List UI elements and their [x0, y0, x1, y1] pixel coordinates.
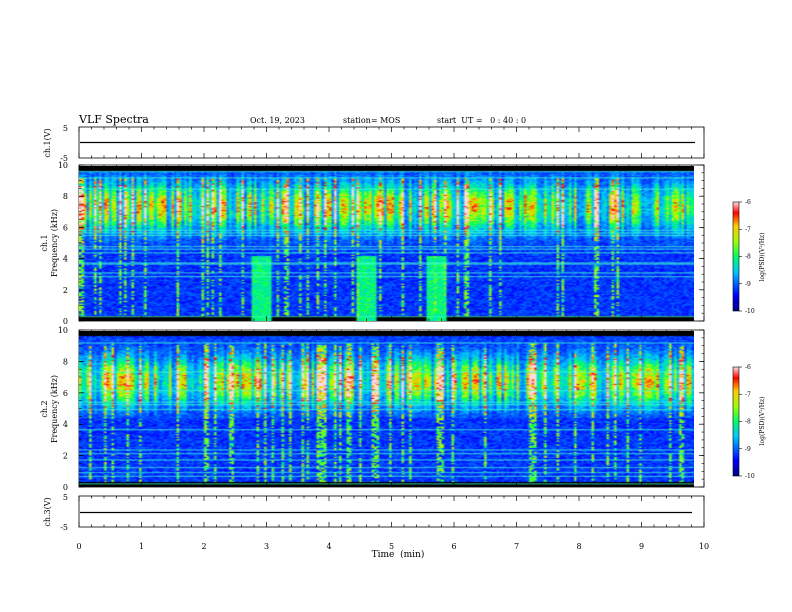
- frequency-tick-label: 2: [63, 286, 68, 295]
- time-tick-label: 0: [76, 542, 81, 551]
- colorbar-tick-label: -8: [745, 419, 751, 426]
- frequency-tick-label: 0: [63, 317, 68, 326]
- ch2-colorbar-ticks: -6 -7 -8 -9 -10: [739, 364, 755, 480]
- ch1-waveform-ticks: [78, 127, 705, 158]
- ch2-spectrogram-yticks: 0 2 4 6 8 10: [58, 326, 704, 492]
- start-ut-label: start UT = 0 : 40 : 0: [437, 116, 526, 125]
- frequency-tick-label: 10: [58, 326, 68, 335]
- frequency-tick-label: 4: [63, 420, 68, 429]
- time-tick-label: 6: [451, 542, 456, 551]
- frequency-tick-label: 0: [63, 483, 68, 492]
- ch1-spectrogram-yticks: 0 2 4 6 8 10: [58, 161, 704, 326]
- ch1-spectrogram-ticks: [78, 165, 705, 321]
- ch2-spectrogram-panel: 0 2 4 6 8 10 ch.2 Frequency (kHz): [40, 326, 705, 492]
- ch3-waveform-panel: 5 -5 ch.3(V) 0 1 2 3 4 5 6 7 8 9 10 Time (min): [43, 493, 709, 560]
- time-tick-label: 7: [514, 542, 519, 551]
- time-axis-ticklabels: 0 1 2 3 4 5 6 7 8 9 10: [76, 542, 709, 551]
- frequency-tick-label: 10: [58, 161, 68, 170]
- colorbar-tick-label: -9: [745, 281, 751, 288]
- colorbar-tick-label: -7: [745, 226, 751, 233]
- ch2-spectrogram-ticks: [78, 330, 705, 487]
- ch1-colorbar: -6 -7 -8 -9 -10 log(PSD)(V²/Hz): [732, 199, 766, 315]
- frequency-tick-label: 8: [63, 357, 68, 366]
- ch2-spectrogram-image: [79, 331, 694, 487]
- ch1-ytick-top: 5: [63, 124, 68, 133]
- time-axis-label: Time (min): [372, 549, 425, 560]
- time-tick-label: 1: [139, 542, 144, 551]
- ch1-ytick-bottom: -5: [60, 154, 68, 163]
- time-tick-label: 5: [389, 542, 394, 551]
- ch1-waveform-panel: 5 -5 ch.1(V): [43, 124, 705, 163]
- frequency-tick-label: 6: [63, 389, 68, 398]
- colorbar-tick-label: -10: [745, 473, 755, 480]
- ch1-spectrogram-panel: 0 2 4 6 8 10 ch.1 Frequency (kHz): [40, 161, 705, 326]
- date-label: Oct. 19, 2023: [250, 116, 305, 125]
- frequency-tick-label: 6: [63, 223, 68, 232]
- colorbar-tick-label: -6: [745, 199, 751, 206]
- ch1-colorbar-label: log(PSD)(V²/Hz): [759, 233, 766, 282]
- ch2-colorbar: -6 -7 -8 -9 -10 log(PSD)(V²/Hz): [732, 364, 766, 480]
- ch2-spectrogram-ylabel: Frequency (kHz): [50, 375, 59, 443]
- station-label: station= MOS: [343, 116, 400, 125]
- ch2-colorbar-label: log(PSD)(V²/Hz): [759, 397, 766, 446]
- time-tick-label: 9: [639, 542, 644, 551]
- colorbar-tick-label: -9: [745, 446, 751, 453]
- time-tick-label: 3: [264, 542, 269, 551]
- ch1-colorbar-gradient: [732, 201, 740, 312]
- ch3-ytick-top: 5: [63, 493, 68, 502]
- frequency-tick-label: 4: [63, 255, 68, 264]
- frequency-tick-label: 2: [63, 452, 68, 461]
- time-tick-label: 4: [326, 542, 331, 551]
- ch1-colorbar-ticks: -6 -7 -8 -9 -10: [739, 199, 755, 315]
- colorbar-tick-label: -7: [745, 391, 751, 398]
- figure-title: VLF Spectra: [78, 113, 149, 126]
- ch3-ytick-bottom: -5: [60, 523, 68, 532]
- time-tick-label: 10: [699, 542, 709, 551]
- ch1-spectrogram-channel-label: ch.1: [40, 234, 49, 251]
- ch2-spectrogram-channel-label: ch.2: [40, 400, 49, 417]
- ch3-waveform-ticks: [78, 496, 705, 527]
- ch1-spectrogram-image: [79, 166, 694, 321]
- ch2-colorbar-gradient: [732, 366, 740, 477]
- colorbar-tick-label: -6: [745, 364, 751, 371]
- ch1-waveform-ylabel: ch.1(V): [43, 128, 52, 157]
- colorbar-tick-label: -8: [745, 254, 751, 261]
- time-tick-label: 8: [576, 542, 581, 551]
- colorbar-tick-label: -10: [745, 308, 755, 315]
- ch1-spectrogram-ylabel: Frequency (kHz): [50, 209, 59, 277]
- ch3-waveform-ylabel: ch.3(V): [43, 497, 52, 526]
- frequency-tick-label: 8: [63, 192, 68, 201]
- time-tick-label: 2: [201, 542, 206, 551]
